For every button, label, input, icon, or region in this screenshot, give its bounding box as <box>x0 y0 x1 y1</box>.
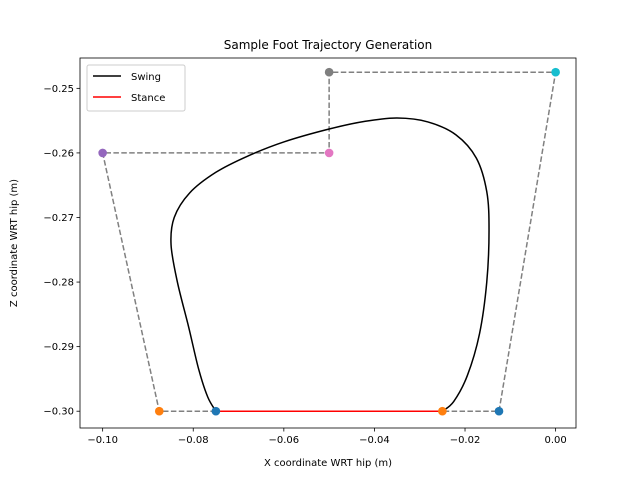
control-points <box>98 67 560 416</box>
y-axis-label: Z coordinate WRT hip (m) <box>9 179 20 307</box>
plot-frame <box>79 57 577 429</box>
control-point-marker <box>494 406 504 416</box>
legend-label-stance: Stance <box>131 93 165 104</box>
control-point-marker <box>438 406 447 416</box>
legend-label-swing: Swing <box>131 72 161 83</box>
y-tick-label: −0.30 <box>43 407 74 418</box>
series-line-swing <box>170 117 490 412</box>
control-point-marker <box>551 67 560 77</box>
control-point-marker <box>154 406 164 416</box>
chart-title: Sample Foot Trajectory Generation <box>224 38 433 52</box>
x-tick-label: −0.02 <box>450 435 481 446</box>
control-point-marker <box>211 406 221 416</box>
y-tick-label: −0.27 <box>43 213 74 224</box>
x-tick-label: −0.06 <box>269 435 300 446</box>
legend: Swing Stance <box>86 64 186 112</box>
y-tick-label: −0.26 <box>43 148 74 159</box>
plot-area <box>80 58 576 428</box>
x-axis-label: X coordinate WRT hip (m) <box>264 458 392 469</box>
control-point-marker <box>324 148 334 158</box>
y-tick-label: −0.29 <box>43 342 74 353</box>
y-tick-label: −0.28 <box>43 278 74 289</box>
control-point-marker <box>324 67 334 77</box>
x-tick-label: −0.08 <box>178 435 209 446</box>
x-tick-label: −0.10 <box>87 435 118 446</box>
x-tick-label: 0.00 <box>544 435 566 446</box>
y-tick-label: −0.25 <box>43 84 74 95</box>
x-tick-label: −0.04 <box>359 435 390 446</box>
control-point-marker <box>98 148 107 158</box>
